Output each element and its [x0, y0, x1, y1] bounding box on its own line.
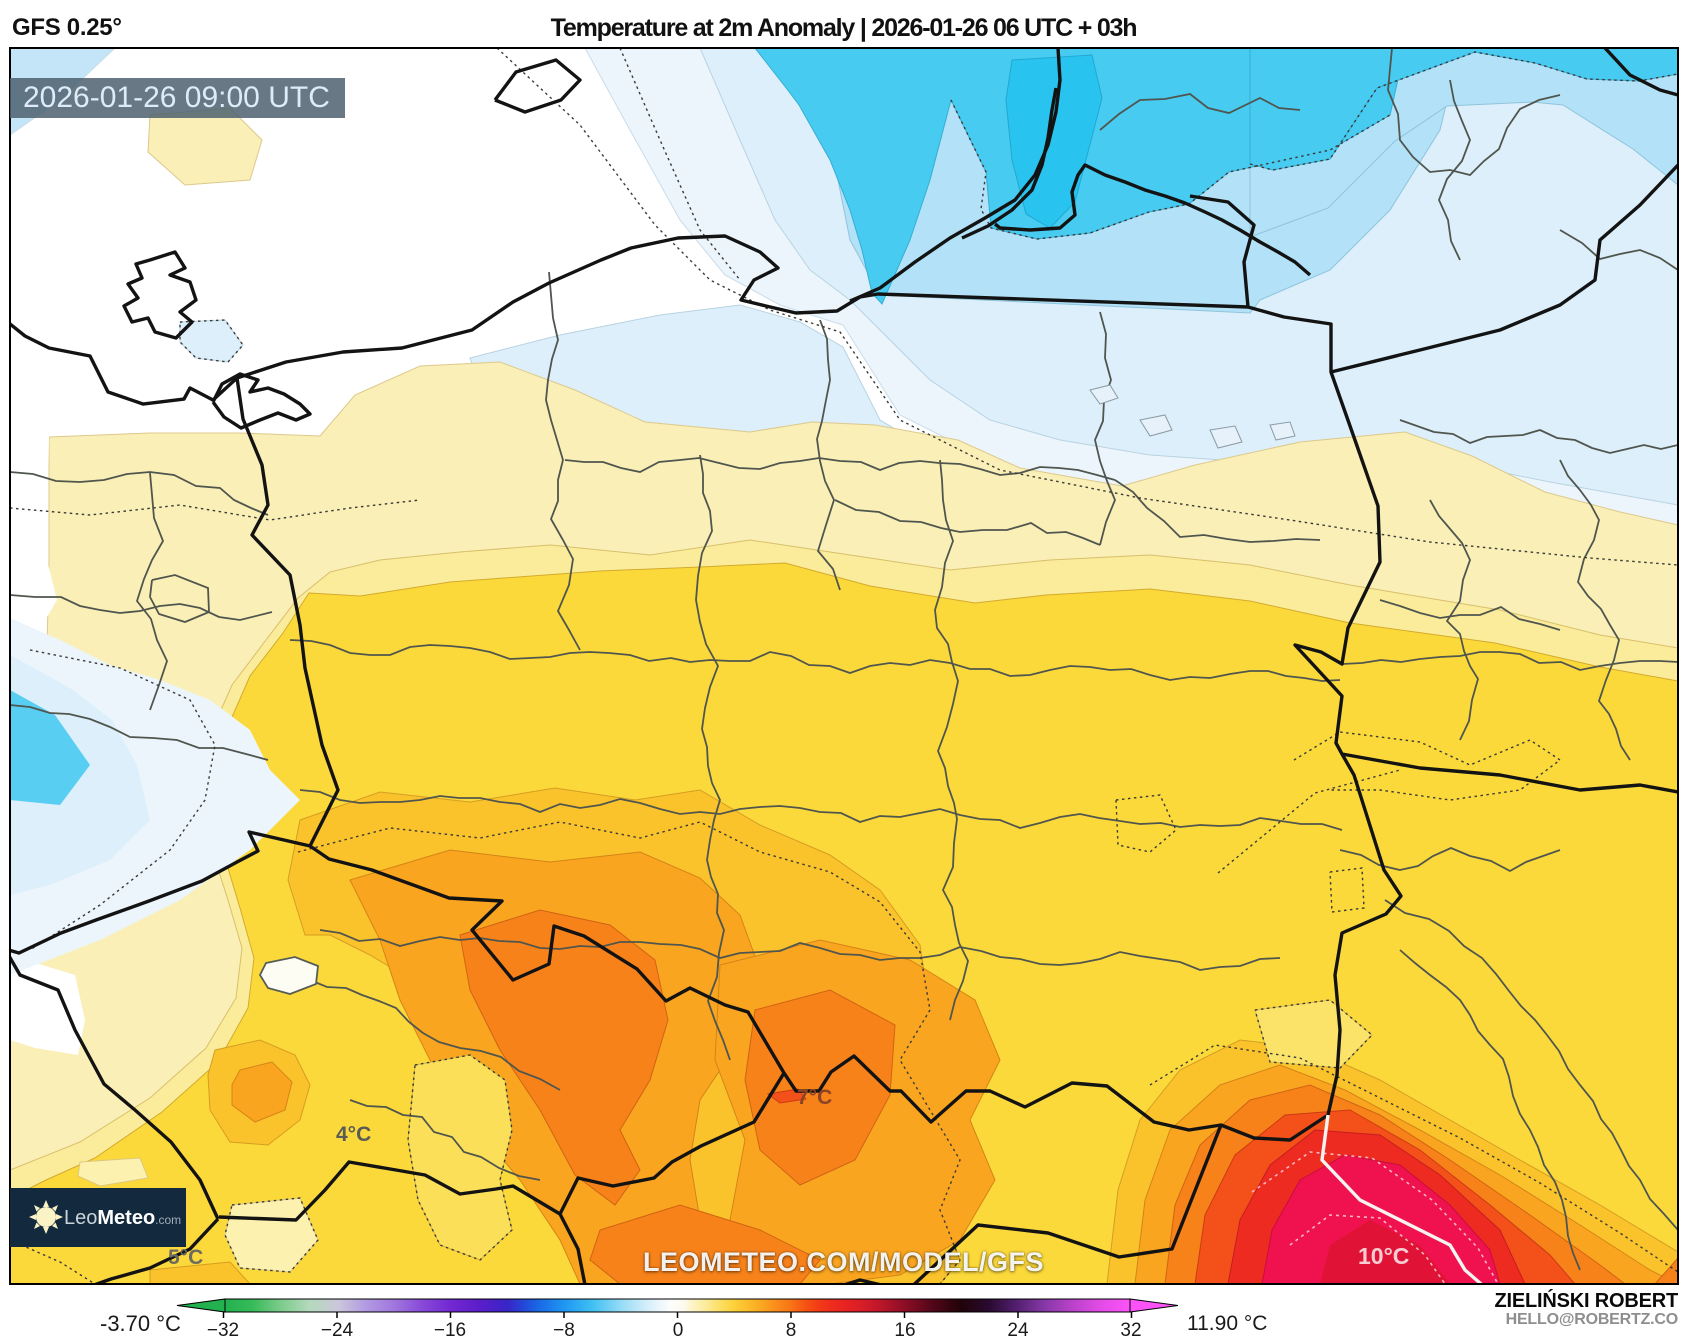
svg-text:10°C: 10°C [1358, 1243, 1409, 1269]
svg-text:4°C: 4°C [336, 1123, 371, 1146]
svg-text:LeoMeteo.com: LeoMeteo.com [64, 1207, 181, 1229]
svg-text:5°C: 5°C [168, 1246, 203, 1269]
svg-text:7°C: 7°C [797, 1086, 832, 1109]
